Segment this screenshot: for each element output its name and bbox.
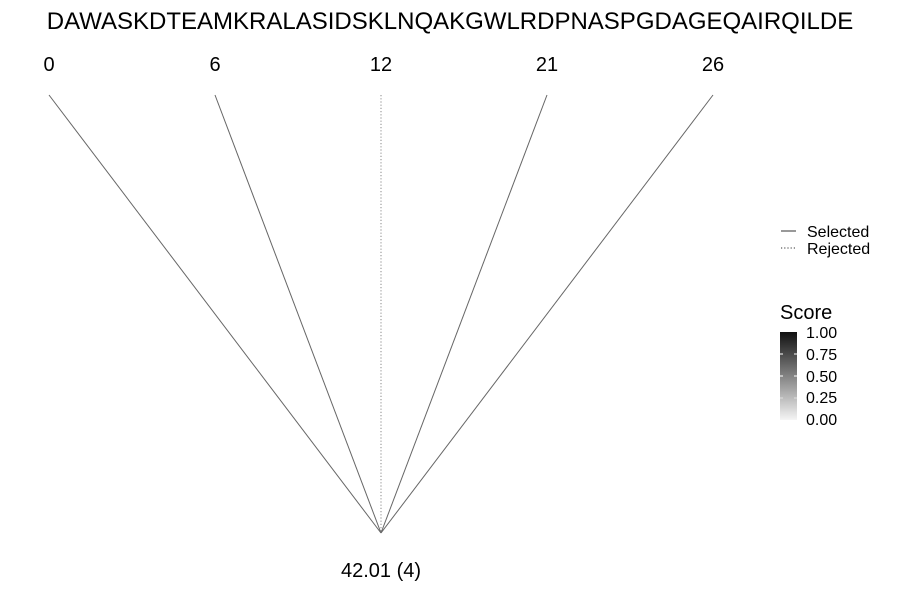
position-label: 6 <box>209 54 220 76</box>
branch-line <box>380 94 548 534</box>
position-labels: 0 6 12 21 26 <box>43 54 724 76</box>
line-type-legend: Selected Rejected <box>781 224 870 258</box>
branch-line <box>380 94 714 534</box>
score-tick-label: 0.75 <box>806 347 837 364</box>
score-colorbar <box>780 332 797 420</box>
branch-lines <box>48 94 714 534</box>
score-tick-label: 0.25 <box>806 390 837 407</box>
score-tick-label: 0.00 <box>806 412 837 429</box>
branch-line <box>214 94 382 534</box>
score-scale-title: Score <box>780 302 832 324</box>
position-label: 0 <box>43 54 54 76</box>
position-label: 12 <box>370 54 392 76</box>
position-label: 26 <box>702 54 724 76</box>
branch-line <box>48 94 382 534</box>
score-tick-label: 0.50 <box>806 369 837 386</box>
legend-label-selected: Selected <box>807 224 869 241</box>
sequence-title: DAWASKDTEAMKRALASIDSKLNQAKGWLRDPNASPGDAG… <box>46 8 854 35</box>
score-tick-label: 1.00 <box>806 325 837 342</box>
score-scale: Score 1.00 0.75 0.50 0.25 0.00 <box>780 302 837 429</box>
root-label: 42.01 (4) <box>341 560 421 582</box>
position-label: 21 <box>536 54 558 76</box>
legend-label-rejected: Rejected <box>807 241 870 258</box>
